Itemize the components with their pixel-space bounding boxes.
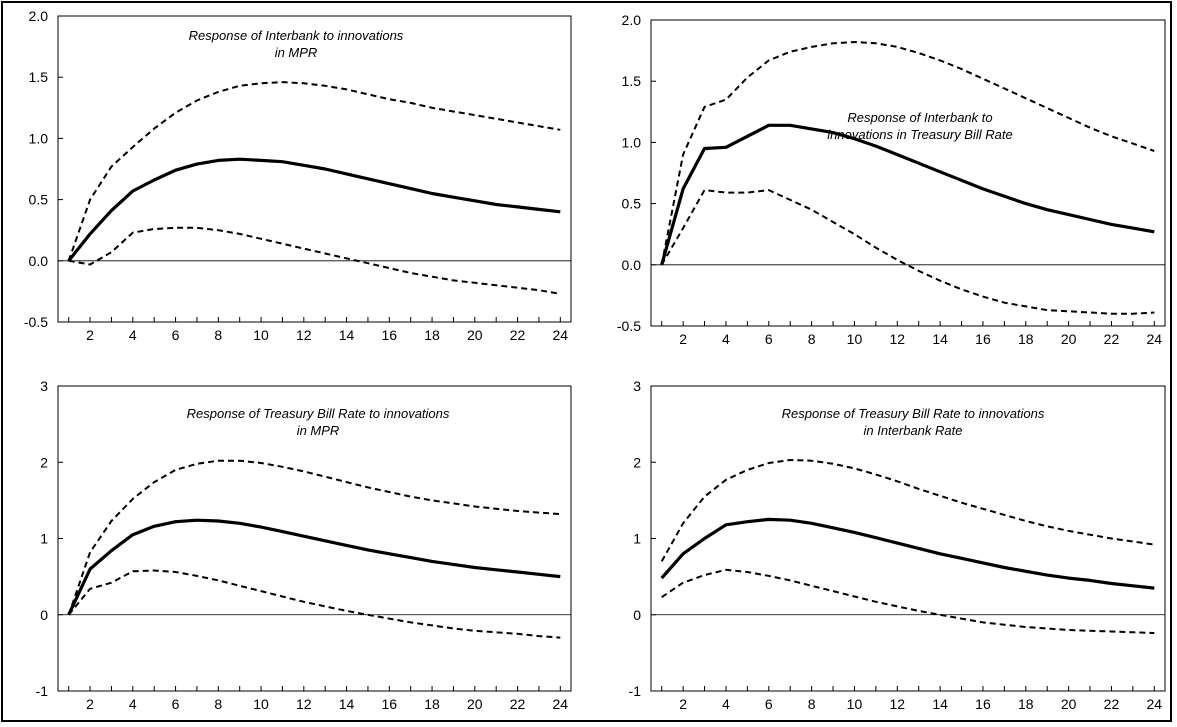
- y-tick-label: 0: [633, 607, 641, 623]
- x-tick-label: 12: [890, 331, 906, 347]
- chart-title-line: Response of Treasury Bill Rate to innova…: [782, 406, 1045, 421]
- x-tick-label: 18: [424, 327, 440, 343]
- x-tick-label: 24: [553, 327, 569, 343]
- x-tick-label: 10: [253, 327, 269, 343]
- x-tick-label: 10: [847, 331, 863, 347]
- response-line: [67, 518, 561, 616]
- plot-area-border: [650, 19, 1166, 327]
- chart-title-line: innovations in Treasury Bill Rate: [827, 127, 1012, 142]
- chart-title-line: Response of Interbank to innovations: [189, 28, 404, 43]
- y-tick-label: 3: [633, 378, 641, 394]
- x-tick-label: 2: [86, 327, 94, 343]
- x-tick-label: 8: [808, 331, 816, 347]
- x-tick-label: 8: [808, 696, 816, 712]
- upper-band-line: [67, 459, 561, 616]
- upper-band-line: [67, 81, 561, 262]
- y-tick-label: 1: [40, 531, 48, 547]
- x-tick-label: 4: [129, 696, 137, 712]
- chart-title-line: Response of Interbank to: [847, 110, 992, 125]
- x-tick-label: 14: [932, 696, 948, 712]
- x-tick-label: 4: [129, 327, 137, 343]
- response-line: [67, 157, 561, 262]
- x-tick-label: 2: [679, 331, 687, 347]
- y-tick-label: -1: [36, 683, 49, 699]
- upper-band-line: [660, 41, 1155, 265]
- y-tick-label: -0.5: [24, 314, 48, 330]
- x-tick-label: 12: [296, 327, 312, 343]
- chart-title-line: in Interbank Rate: [863, 423, 962, 438]
- x-tick-label: 6: [765, 331, 773, 347]
- x-tick-label: 16: [382, 327, 398, 343]
- chart-panel-2: -0.50.00.51.01.52.02 4 6 8 10 12 14 16 18 20 22 24R…: [617, 12, 1166, 347]
- x-tick-label: 20: [467, 696, 483, 712]
- x-tick-label: 8: [214, 696, 222, 712]
- x-tick-label: 20: [1061, 696, 1077, 712]
- y-tick-label: -1: [629, 683, 642, 699]
- x-tick-label: 10: [847, 696, 863, 712]
- y-tick-label: 0.5: [622, 196, 642, 212]
- x-tick-label: 2: [679, 696, 687, 712]
- y-tick-label: 1.5: [622, 73, 642, 89]
- x-tick-label: 22: [1104, 696, 1120, 712]
- x-tick-label: 10: [253, 696, 269, 712]
- chart-title-line: in MPR: [275, 45, 318, 60]
- y-tick-label: -0.5: [617, 318, 641, 334]
- x-tick-label: 16: [382, 696, 398, 712]
- x-tick-label: 20: [467, 327, 483, 343]
- lower-band-line: [660, 189, 1155, 315]
- x-tick-label: 8: [214, 327, 222, 343]
- response-line: [660, 517, 1155, 590]
- x-tick-label: 14: [339, 327, 355, 343]
- y-tick-label: 1: [633, 531, 641, 547]
- x-tick-label: 24: [1147, 331, 1163, 347]
- x-tick-label: 12: [890, 696, 906, 712]
- y-tick-label: 2.0: [29, 8, 49, 24]
- lower-band-line: [68, 226, 561, 295]
- x-tick-label: 16: [975, 696, 991, 712]
- x-tick-label: 14: [339, 696, 355, 712]
- chart-title-line: in MPR: [297, 423, 340, 438]
- y-tick-label: 0.5: [29, 192, 49, 208]
- x-tick-label: 6: [172, 327, 180, 343]
- x-tick-label: 18: [1018, 331, 1034, 347]
- x-tick-label: 14: [932, 331, 948, 347]
- x-tick-label: 18: [1018, 696, 1034, 712]
- x-tick-label: 2: [86, 696, 94, 712]
- chart-panel-1: -0.50.00.51.01.52.02 4 6 8 10 12 14 16 18 20 22 24R…: [24, 8, 572, 343]
- x-tick-label: 24: [553, 696, 569, 712]
- y-tick-label: 2: [40, 454, 48, 470]
- y-tick-label: 3: [40, 378, 48, 394]
- y-tick-label: 1.0: [622, 134, 642, 150]
- upper-band-line: [660, 459, 1155, 562]
- x-tick-label: 4: [722, 696, 730, 712]
- lower-band-line: [67, 569, 561, 639]
- x-tick-label: 22: [510, 327, 526, 343]
- chart-title-line: Response of Treasury Bill Rate to innova…: [187, 406, 450, 421]
- x-tick-label: 6: [172, 696, 180, 712]
- x-tick-label: 24: [1147, 696, 1163, 712]
- x-tick-label: 18: [424, 696, 440, 712]
- y-tick-label: 0.0: [622, 257, 642, 273]
- y-tick-label: 1.0: [29, 130, 49, 146]
- x-tick-label: 20: [1061, 331, 1077, 347]
- x-tick-label: 22: [510, 696, 526, 712]
- x-tick-label: 16: [975, 331, 991, 347]
- lower-band-line: [661, 568, 1155, 634]
- y-tick-label: 2: [633, 454, 641, 470]
- y-tick-label: 0.0: [29, 253, 49, 269]
- response-line: [660, 123, 1155, 266]
- x-tick-label: 4: [722, 331, 730, 347]
- x-tick-label: 12: [296, 696, 312, 712]
- y-tick-label: 0: [40, 607, 48, 623]
- x-tick-label: 6: [765, 696, 773, 712]
- y-tick-label: 2.0: [622, 12, 642, 28]
- y-tick-label: 1.5: [29, 69, 49, 85]
- x-tick-label: 22: [1104, 331, 1120, 347]
- plot-area-border: [57, 15, 572, 323]
